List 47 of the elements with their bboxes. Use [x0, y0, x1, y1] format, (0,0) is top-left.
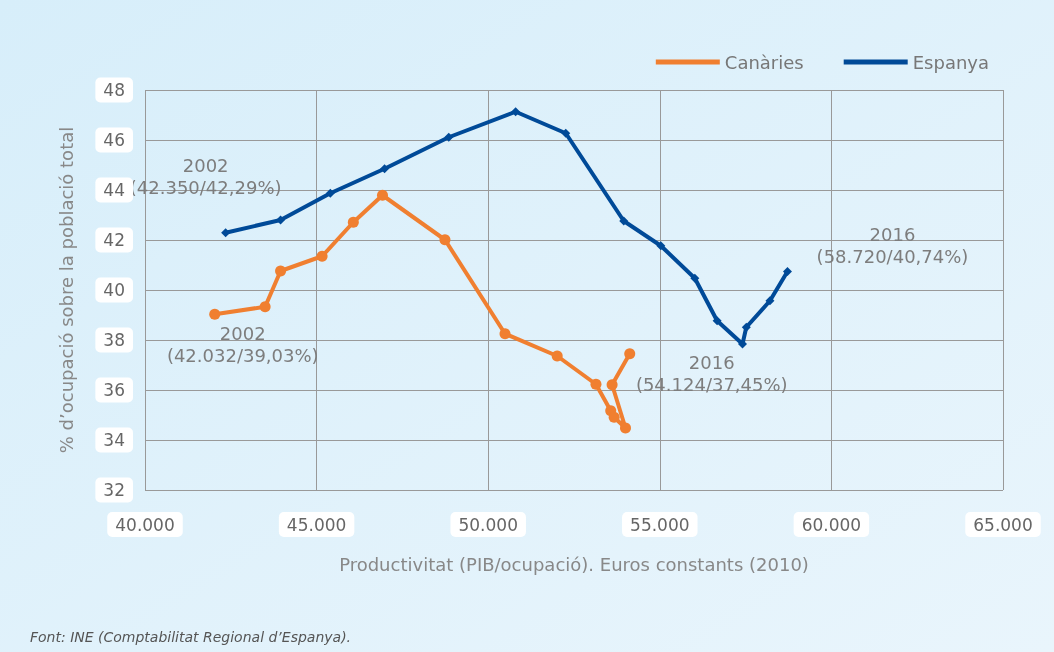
- point: [380, 164, 390, 174]
- point: [499, 328, 511, 340]
- point: [712, 316, 722, 326]
- y-tick-label: 38: [103, 330, 125, 350]
- point: [765, 296, 775, 306]
- point: [619, 216, 629, 226]
- legend-label: Espanya: [912, 51, 990, 73]
- y-tick-label: 40: [103, 280, 125, 300]
- point: [209, 308, 221, 320]
- text: Font: INE (Comptabilitat Regional d’Espanya).: [30, 629, 352, 645]
- point: [619, 422, 631, 434]
- x-tick-label: 45.000: [286, 514, 347, 535]
- point: [439, 234, 451, 246]
- legend-label: Canàries: [724, 51, 804, 73]
- point: [741, 322, 751, 332]
- x-tick-label: 65.000: [973, 514, 1033, 535]
- point: [275, 265, 287, 277]
- point: [259, 301, 271, 313]
- y-tick-label: 36: [103, 380, 125, 400]
- point: [782, 267, 792, 276]
- point: [656, 241, 666, 251]
- x-tick-label: 60.000: [801, 514, 862, 535]
- point: [347, 216, 359, 228]
- x-axis-title: Productivitat (PIB/ocupació). Euros constants (2010): [339, 553, 809, 575]
- point: [561, 128, 571, 138]
- point: [551, 350, 563, 362]
- point: [511, 107, 521, 117]
- point: [444, 132, 454, 142]
- point: [377, 189, 388, 201]
- y-tick-label: 32: [103, 480, 125, 500]
- y-axis-title: % d’ocupació sobre la població total: [55, 126, 77, 454]
- y-tick-label: 48: [103, 80, 125, 100]
- point: [590, 378, 602, 390]
- x-tick-label: 50.000: [458, 514, 518, 535]
- y-tick-label: 42: [103, 230, 125, 250]
- point: [325, 188, 335, 198]
- point: [690, 273, 700, 283]
- point: [606, 379, 618, 391]
- x-tick-label: 40.000: [115, 514, 175, 535]
- y-tick-label: 44: [103, 180, 125, 200]
- point: [608, 411, 620, 423]
- y-tick-label: 34: [103, 430, 125, 450]
- point: [624, 348, 636, 360]
- y-tick-label: 46: [103, 130, 125, 150]
- point: [316, 250, 328, 262]
- point: [276, 215, 286, 225]
- x-tick-label: 55.000: [630, 514, 690, 535]
